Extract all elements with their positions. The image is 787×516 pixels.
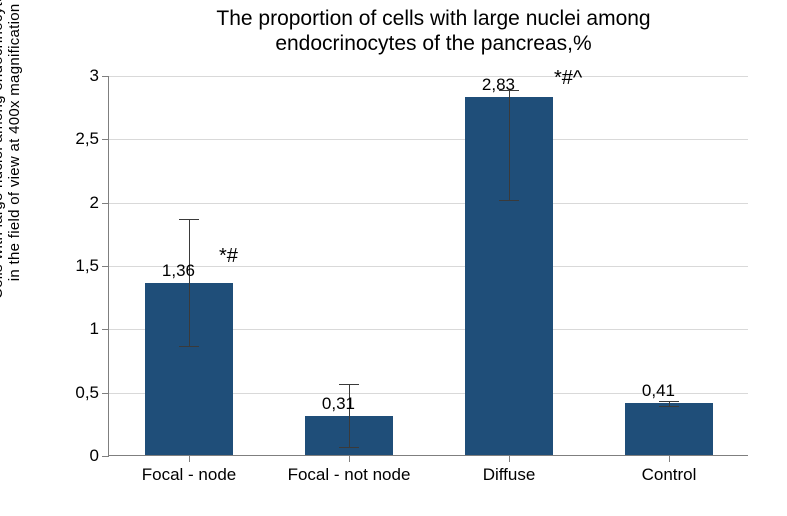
y-tick-label: 0 (90, 446, 99, 466)
y-axis-label-line2: in the field of view at 400x magnificati… (6, 0, 23, 299)
bar: 0,41 (625, 75, 713, 455)
y-tick-label: 1 (90, 319, 99, 339)
significance-annotation: *#^ (554, 67, 582, 90)
x-tick-mark (349, 455, 350, 462)
x-tick-label: Focal - node (142, 465, 237, 485)
bar: 1,36*# (145, 75, 233, 455)
significance-annotation: *# (219, 245, 238, 268)
bar-fill (625, 403, 713, 455)
bar: 0,31 (305, 75, 393, 455)
y-tick-mark (102, 266, 109, 267)
y-tick-mark (102, 203, 109, 204)
x-tick-mark (669, 455, 670, 462)
error-bar-cap-top (339, 384, 359, 385)
chart-title: The proportion of cells with large nucle… (100, 6, 767, 56)
bar-value-label: 1,36 (162, 261, 195, 281)
y-tick-label: 1,5 (75, 256, 99, 276)
error-bar-cap-bottom (499, 200, 519, 201)
y-tick-label: 2 (90, 193, 99, 213)
x-tick-mark (189, 455, 190, 462)
y-tick-mark (102, 76, 109, 77)
bar-value-label: 0,41 (642, 381, 675, 401)
y-tick-label: 3 (90, 66, 99, 86)
y-tick-label: 0,5 (75, 383, 99, 403)
y-tick-mark (102, 139, 109, 140)
bar: 2,83*#^ (465, 75, 553, 455)
bar-value-label: 0,31 (322, 394, 355, 414)
error-bar-line (189, 219, 190, 346)
y-tick-mark (102, 456, 109, 457)
chart-title-line1: The proportion of cells with large nucle… (100, 6, 767, 31)
plot-area: 00,511,522,531,36*#Focal - node0,31Focal… (108, 76, 748, 456)
y-tick-mark (102, 393, 109, 394)
error-bar-cap-bottom (659, 406, 679, 407)
chart-title-line2: endocrinocytes of the pancreas,% (100, 31, 767, 56)
error-bar-cap-bottom (179, 346, 199, 347)
y-axis-label: Cells with large nuclei among endocrinoc… (0, 0, 23, 299)
bar-value-label: 2,83 (482, 75, 515, 95)
error-bar-line (509, 90, 510, 200)
x-tick-label: Diffuse (483, 465, 536, 485)
chart-container: The proportion of cells with large nucle… (0, 0, 787, 516)
x-tick-mark (509, 455, 510, 462)
x-tick-label: Focal - not node (288, 465, 411, 485)
error-bar-cap-top (179, 219, 199, 220)
y-tick-label: 2,5 (75, 129, 99, 149)
x-tick-label: Control (642, 465, 697, 485)
error-bar-cap-bottom (339, 447, 359, 448)
y-tick-mark (102, 329, 109, 330)
